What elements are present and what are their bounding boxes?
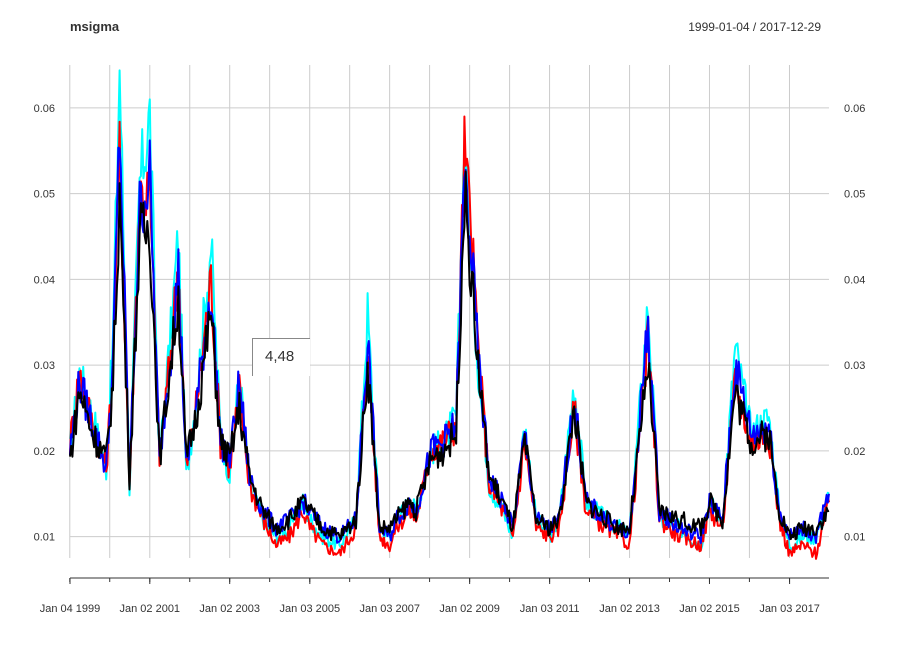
chart-title: msigma — [70, 19, 120, 34]
series-line — [69, 170, 830, 542]
chart-series-group — [69, 69, 830, 560]
y-tick-label-left: 0.06 — [34, 103, 55, 115]
y-tick-label-right: 0.02 — [844, 446, 865, 458]
y-tick-label-left: 0.04 — [34, 274, 55, 286]
y-tick-label-left: 0.01 — [34, 532, 55, 544]
x-tick-label: Jan 03 2005 — [280, 603, 341, 615]
y-tick-label-right: 0.01 — [844, 532, 865, 544]
y-tick-label-left: 0.03 — [34, 360, 55, 372]
value-tooltip: 4,48 — [252, 338, 310, 376]
x-tick-label: Jan 03 2007 — [359, 603, 420, 615]
chart-grid — [69, 65, 829, 558]
x-tick-label: Jan 02 2013 — [599, 603, 660, 615]
series-line — [69, 69, 830, 552]
x-tick-label: Jan 02 2015 — [679, 603, 740, 615]
x-tick-label: Jan 02 2009 — [439, 603, 500, 615]
chart-axes: Jan 04 1999 Jan 02 2001 Jan 02 2003 Jan 03 … — [34, 103, 866, 615]
date-range-label: 1999-01-04 / 2017-12-29 — [688, 20, 821, 34]
y-tick-label-left: 0.05 — [34, 189, 55, 201]
y-tick-label-right: 0.05 — [844, 189, 865, 201]
x-tick-label: Jan 03 2011 — [520, 603, 580, 615]
series-line — [69, 115, 830, 560]
x-tick-label: Jan 04 1999 — [40, 603, 101, 615]
y-tick-label-right: 0.03 — [844, 360, 865, 372]
x-tick-label: Jan 02 2001 — [120, 603, 181, 615]
y-tick-label-right: 0.04 — [844, 274, 865, 286]
x-tick-label: Jan 03 2017 — [759, 603, 820, 615]
y-tick-label-left: 0.02 — [34, 446, 55, 458]
x-tick-label: Jan 02 2003 — [199, 603, 260, 615]
series-line — [69, 139, 830, 544]
y-tick-label-right: 0.06 — [844, 103, 865, 115]
